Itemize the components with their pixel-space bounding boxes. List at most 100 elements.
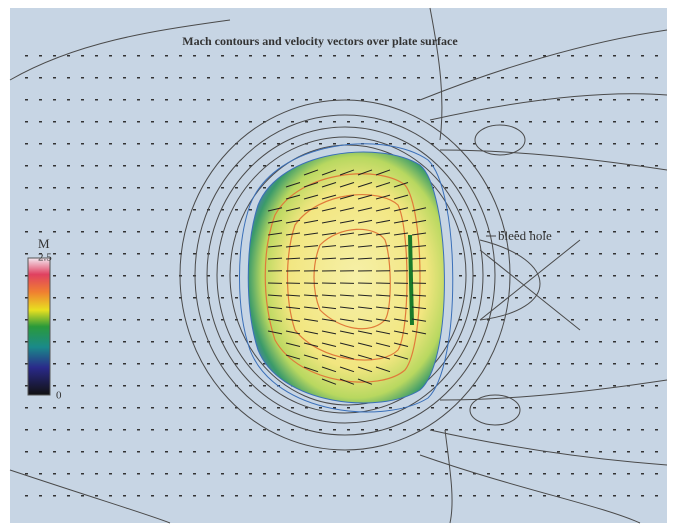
vector-dot [445,165,448,167]
vector-dot [571,77,574,79]
vector-arrow [321,354,337,360]
vector-arrow [375,182,391,188]
vector-arrow [303,169,319,176]
vector-dot [403,451,406,453]
vector-arrow [411,232,427,236]
vector-dot [655,121,658,123]
vector-arrow [411,245,427,248]
vector-dot [165,187,168,189]
vector-dot [473,341,476,343]
vector-dot [361,407,364,409]
vector-dot [487,165,490,167]
vector-dot [193,385,196,387]
vector-dot [543,187,546,189]
vector-dot [361,77,364,79]
vector-dot [347,495,350,497]
vector-arrow [411,257,427,260]
vector-dot [123,99,126,101]
vector-dot [81,55,84,57]
vector-dot [53,143,56,145]
vector-arrow [267,207,283,212]
vector-dot [487,77,490,79]
vector-arrow [321,342,337,347]
vector-dot [431,451,434,453]
vector-dot [67,407,70,409]
vector-dot [543,429,546,431]
vector-dot [137,429,140,431]
vector-dot [417,121,420,123]
vector-dot [165,385,168,387]
vector-dot [151,231,154,233]
vector-dot [249,165,252,167]
vector-dot [473,77,476,79]
vector-arrow [357,182,373,188]
vector-dot [613,341,616,343]
vector-arrow [321,378,337,385]
vector-dot [501,341,504,343]
vector-dot [501,451,504,453]
vector-dot [319,99,322,101]
vector-arrow [357,245,373,248]
vector-dot [95,451,98,453]
vector-dot [277,495,280,497]
vector-dot [305,473,308,475]
vector-arrow [303,342,319,347]
vector-dot [529,165,532,167]
vector-dot [109,231,112,233]
vector-dot [95,319,98,321]
vector-dot [53,297,56,299]
vector-dot [109,253,112,255]
vector-dot [305,77,308,79]
vector-dot [557,451,560,453]
vector-dot [151,473,154,475]
vector-dot [235,187,238,189]
vector-dot [431,495,434,497]
vector-dot [473,253,476,255]
vector-dot [627,407,630,409]
vector-arrow [393,354,409,360]
vector-dot [193,99,196,101]
vector-dot [221,275,224,277]
vector-dot [207,407,210,409]
vector-dot [529,209,532,211]
vector-dot [25,429,28,431]
vector-arrow [375,207,391,212]
vector-dot [445,341,448,343]
vector-dot [585,187,588,189]
vector-dot [529,55,532,57]
vector-dot [123,253,126,255]
vector-dot [95,341,98,343]
vector-dot [445,121,448,123]
vector-dot [585,363,588,365]
vector-dot [123,341,126,343]
vector-dot [571,121,574,123]
vector-arrow [393,318,409,322]
vector-dot [179,429,182,431]
vector-dot [123,165,126,167]
vector-dot [25,55,28,57]
vector-dot [81,77,84,79]
vector-dot [109,165,112,167]
vector-dot [165,231,168,233]
vector-arrow [321,257,337,260]
vector-arrow [321,366,337,373]
vector-dot [151,99,154,101]
vector-dot [249,187,252,189]
vector-dot [25,275,28,277]
vector-dot [473,297,476,299]
vector-dot [193,297,196,299]
vector-dot [165,319,168,321]
vector-dot [459,363,462,365]
vector-dot [389,407,392,409]
vector-dot [641,297,644,299]
vector-dot [333,451,336,453]
vector-dot [333,121,336,123]
vector-arrow [285,330,301,335]
vector-dot [557,77,560,79]
vector-dot [305,407,308,409]
vector-dot [445,429,448,431]
vector-dot [67,253,70,255]
vector-dot [263,495,266,497]
vector-dot [235,209,238,211]
vector-dot [571,253,574,255]
